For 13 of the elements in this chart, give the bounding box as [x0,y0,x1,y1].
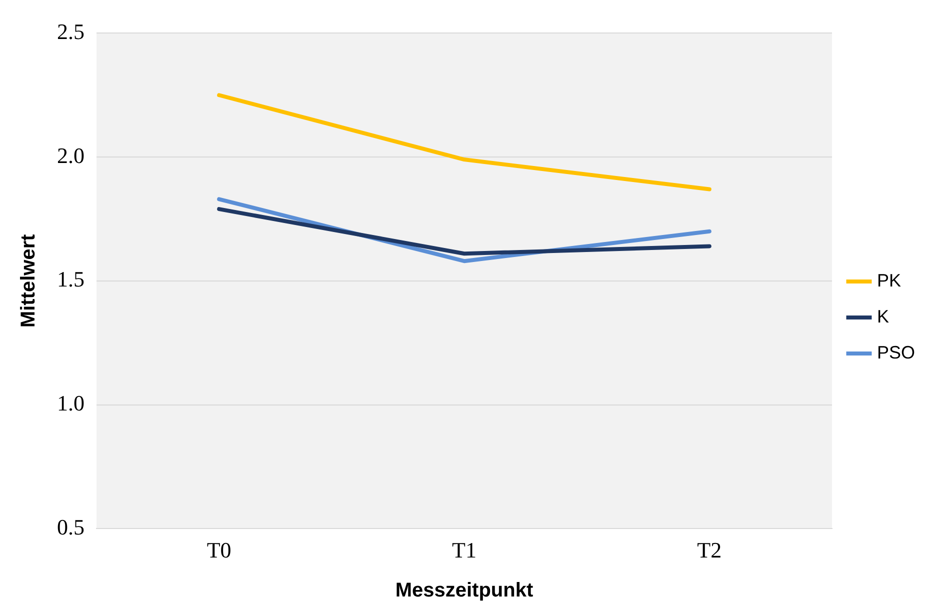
x-tick-label: T2 [697,538,722,563]
x-axis-title: Messzeitpunkt [395,580,534,602]
x-tick-label: T0 [206,538,232,563]
x-tick-label: T1 [452,538,476,563]
y-tick-label: 0.5 [57,514,84,540]
legend-label: K [876,306,890,326]
y-tick-label: 2.0 [57,142,84,168]
y-tick-label: 1.5 [57,266,84,292]
y-tick-label: 1.0 [57,390,84,416]
y-axis-title: Mittelwert [18,234,40,328]
y-tick-label: 2.5 [57,18,84,44]
legend-label: PK [876,270,902,290]
legend-label: PSO [876,342,916,362]
